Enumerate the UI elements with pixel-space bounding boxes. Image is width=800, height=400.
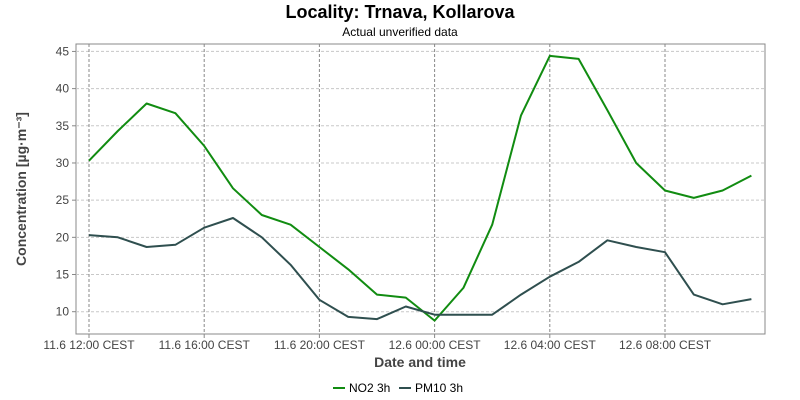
y-tick-label: 45 xyxy=(56,44,70,58)
chart-title: Locality: Trnava, Kollarova xyxy=(285,2,515,22)
y-axis-ticks: 10 15 20 25 30 35 40 45 xyxy=(56,44,76,319)
x-gridlines xyxy=(88,44,666,334)
y-tick-label: 25 xyxy=(56,193,70,207)
x-axis-ticks: 11.6 12:00 CEST 11.6 16:00 CEST 11.6 20:00… xyxy=(43,334,712,352)
legend-label-pm10: PM10 3h xyxy=(415,381,463,395)
x-tick-label: 11.6 16:00 CEST xyxy=(159,338,251,352)
legend-label-no2: NO2 3h xyxy=(349,381,390,395)
y-tick-label: 30 xyxy=(56,156,70,170)
x-axis-label: Date and time xyxy=(374,354,466,370)
series-line-pm10 xyxy=(88,217,752,321)
y-axis-label: Concentration [µg·m⁻³] xyxy=(13,112,29,266)
x-tick-label: 12.6 00:00 CEST xyxy=(389,338,482,352)
y-tick-label: 35 xyxy=(56,119,70,133)
x-tick-label: 12.6 04:00 CEST xyxy=(504,338,597,352)
legend: NO2 3h PM10 3h xyxy=(333,381,463,395)
plot-area xyxy=(75,43,766,335)
series-line-no2 xyxy=(88,54,752,322)
y-tick-label: 20 xyxy=(56,230,70,244)
series-lines xyxy=(88,54,752,322)
chart-subtitle: Actual unverified data xyxy=(342,25,458,39)
y-tick-label: 40 xyxy=(56,82,70,96)
x-tick-label: 11.6 20:00 CEST xyxy=(274,338,366,352)
y-tick-label: 15 xyxy=(56,268,70,282)
x-tick-label: 12.6 08:00 CEST xyxy=(619,338,712,352)
y-tick-label: 10 xyxy=(56,305,70,319)
x-tick-label: 11.6 12:00 CEST xyxy=(43,338,135,352)
